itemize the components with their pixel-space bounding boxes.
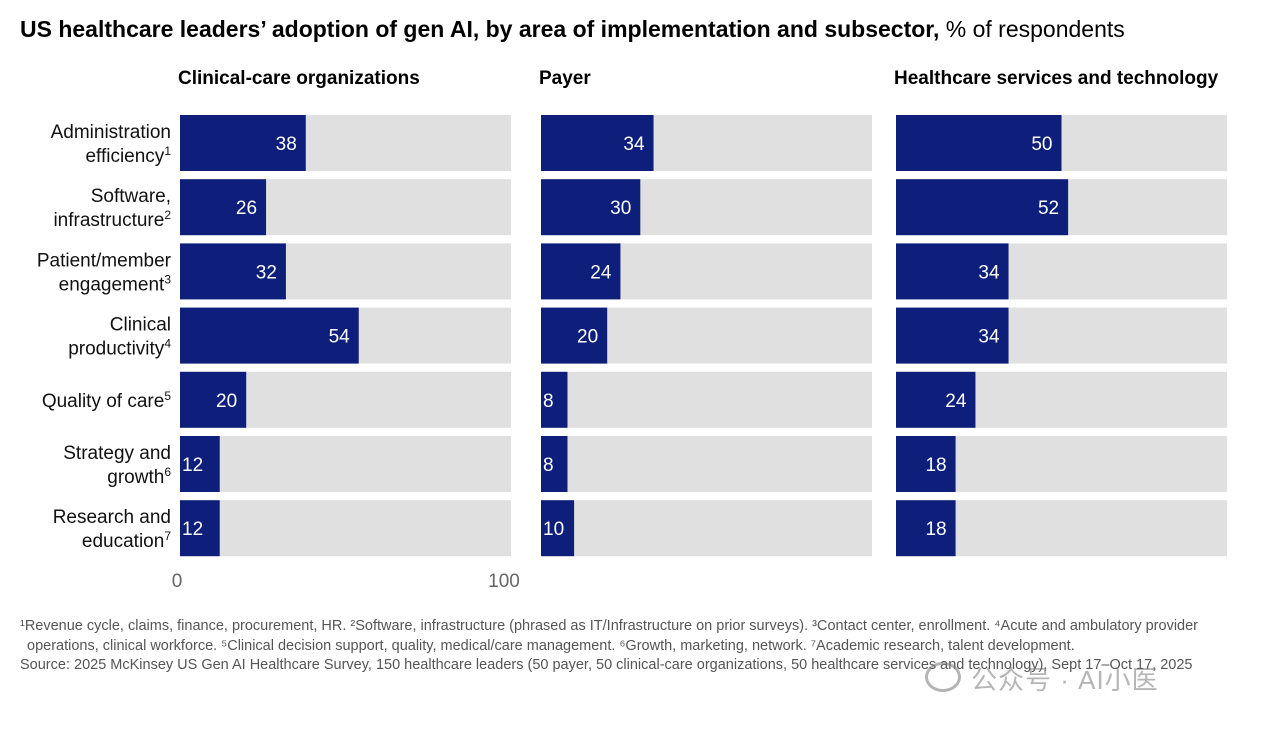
bar	[180, 243, 286, 300]
bar-track	[541, 436, 872, 492]
data-label: 8	[543, 455, 554, 476]
data-label: 52	[1038, 198, 1059, 219]
bar	[541, 371, 568, 428]
bar	[896, 115, 1062, 171]
category-label: Research and education7	[53, 507, 172, 552]
bar-track	[541, 500, 872, 557]
chart-title-unit: % of respondents	[945, 16, 1125, 42]
data-label: 34	[623, 134, 645, 155]
category-label: Software, infrastructure2	[53, 186, 171, 231]
data-label: 54	[329, 327, 351, 348]
bar	[541, 436, 568, 492]
bar	[180, 307, 359, 364]
chart-title-main: US healthcare leaders’ adoption of gen A…	[20, 16, 940, 42]
category-label: Clinical productivity4	[68, 315, 171, 360]
data-label: 12	[182, 519, 203, 540]
bar	[896, 179, 1069, 236]
bar	[541, 500, 575, 557]
data-label: 34	[978, 262, 1000, 283]
panel-title: Payer	[539, 68, 591, 89]
bar-track	[541, 371, 872, 428]
data-label: 20	[216, 391, 237, 412]
data-label: 50	[1031, 134, 1052, 155]
bar	[896, 500, 956, 557]
footnotes: ¹Revenue cycle, claims, finance, procure…	[20, 617, 1220, 676]
data-label: 24	[590, 262, 612, 283]
chart-title: US healthcare leaders’ adoption of gen A…	[20, 16, 1125, 43]
bar	[541, 179, 641, 236]
bar	[896, 243, 1009, 300]
data-label: 18	[925, 519, 946, 540]
category-label: Strategy and growth6	[63, 443, 171, 488]
bar	[896, 307, 1009, 364]
data-label: 32	[256, 262, 277, 283]
x-tick-label: 100	[488, 571, 520, 592]
panel-title: Healthcare services and technology	[894, 68, 1219, 89]
bar	[180, 115, 306, 171]
data-label: 38	[276, 134, 297, 155]
data-label: 12	[182, 455, 203, 476]
bar-track	[180, 500, 511, 557]
bar-track	[180, 436, 511, 492]
wechat-icon	[925, 662, 961, 692]
bar	[180, 500, 220, 557]
data-label: 20	[577, 327, 598, 348]
category-label: Quality of care5	[42, 389, 172, 412]
bar	[180, 179, 267, 236]
watermark-text: 公众号 · AI小医	[971, 665, 1159, 695]
data-label: 30	[610, 198, 631, 219]
footnote-definitions: ¹Revenue cycle, claims, finance, procure…	[20, 618, 1198, 654]
x-tick-label: 0	[172, 571, 183, 592]
bar	[896, 371, 976, 428]
data-label: 18	[925, 455, 946, 476]
bar	[180, 371, 247, 428]
data-label: 34	[978, 327, 1000, 348]
data-label: 26	[236, 198, 257, 219]
watermark: 公众号 · AI小医	[925, 660, 1159, 697]
footnote-source: Source: 2025 McKinsey US Gen AI Healthca…	[20, 657, 1193, 673]
panel-title: Clinical-care organizations	[178, 68, 420, 89]
category-label: Patient/member engagement3	[37, 250, 172, 295]
bar	[896, 436, 956, 492]
data-label: 10	[543, 519, 564, 540]
bar	[541, 243, 621, 300]
data-label: 8	[543, 391, 554, 412]
data-label: 24	[945, 391, 967, 412]
bar	[180, 436, 220, 492]
bar-chart: Clinical-care organizations Payer Healthca…	[37, 68, 1227, 592]
bar	[541, 115, 654, 171]
bar	[541, 307, 608, 364]
category-label: Administration efficiency1	[51, 122, 172, 167]
